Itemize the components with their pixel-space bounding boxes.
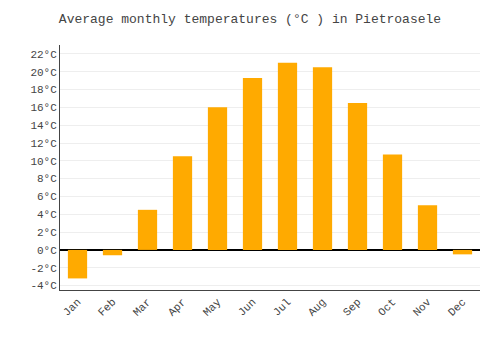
svg-text:-4°C: -4°C [30, 280, 57, 292]
svg-text:Jan: Jan [61, 296, 83, 318]
svg-text:Sep: Sep [341, 296, 363, 318]
svg-text:18°C: 18°C [30, 84, 57, 96]
svg-text:May: May [201, 296, 224, 319]
svg-text:Dec: Dec [446, 296, 468, 318]
svg-text:Aug: Aug [306, 296, 328, 318]
svg-text:Feb: Feb [96, 296, 118, 318]
svg-text:-2°C: -2°C [30, 263, 57, 275]
svg-text:0°C: 0°C [37, 245, 57, 257]
svg-text:14°C: 14°C [30, 120, 57, 132]
svg-text:Jul: Jul [271, 296, 293, 318]
svg-text:6°C: 6°C [37, 191, 57, 203]
svg-text:Jun: Jun [236, 296, 258, 318]
svg-text:Nov: Nov [411, 296, 434, 319]
svg-text:12°C: 12°C [30, 138, 57, 150]
svg-text:4°C: 4°C [37, 209, 57, 221]
svg-text:Average monthly temperatures (: Average monthly temperatures (°C ) in Pi… [59, 12, 441, 27]
svg-text:10°C: 10°C [30, 156, 57, 168]
svg-text:Oct: Oct [376, 296, 398, 318]
svg-text:Mar: Mar [131, 296, 153, 318]
svg-text:2°C: 2°C [37, 227, 57, 239]
svg-text:8°C: 8°C [37, 173, 57, 185]
svg-text:22°C: 22°C [30, 49, 57, 61]
svg-text:20°C: 20°C [30, 67, 57, 79]
svg-text:16°C: 16°C [30, 102, 57, 114]
svg-text:Apr: Apr [166, 296, 188, 318]
